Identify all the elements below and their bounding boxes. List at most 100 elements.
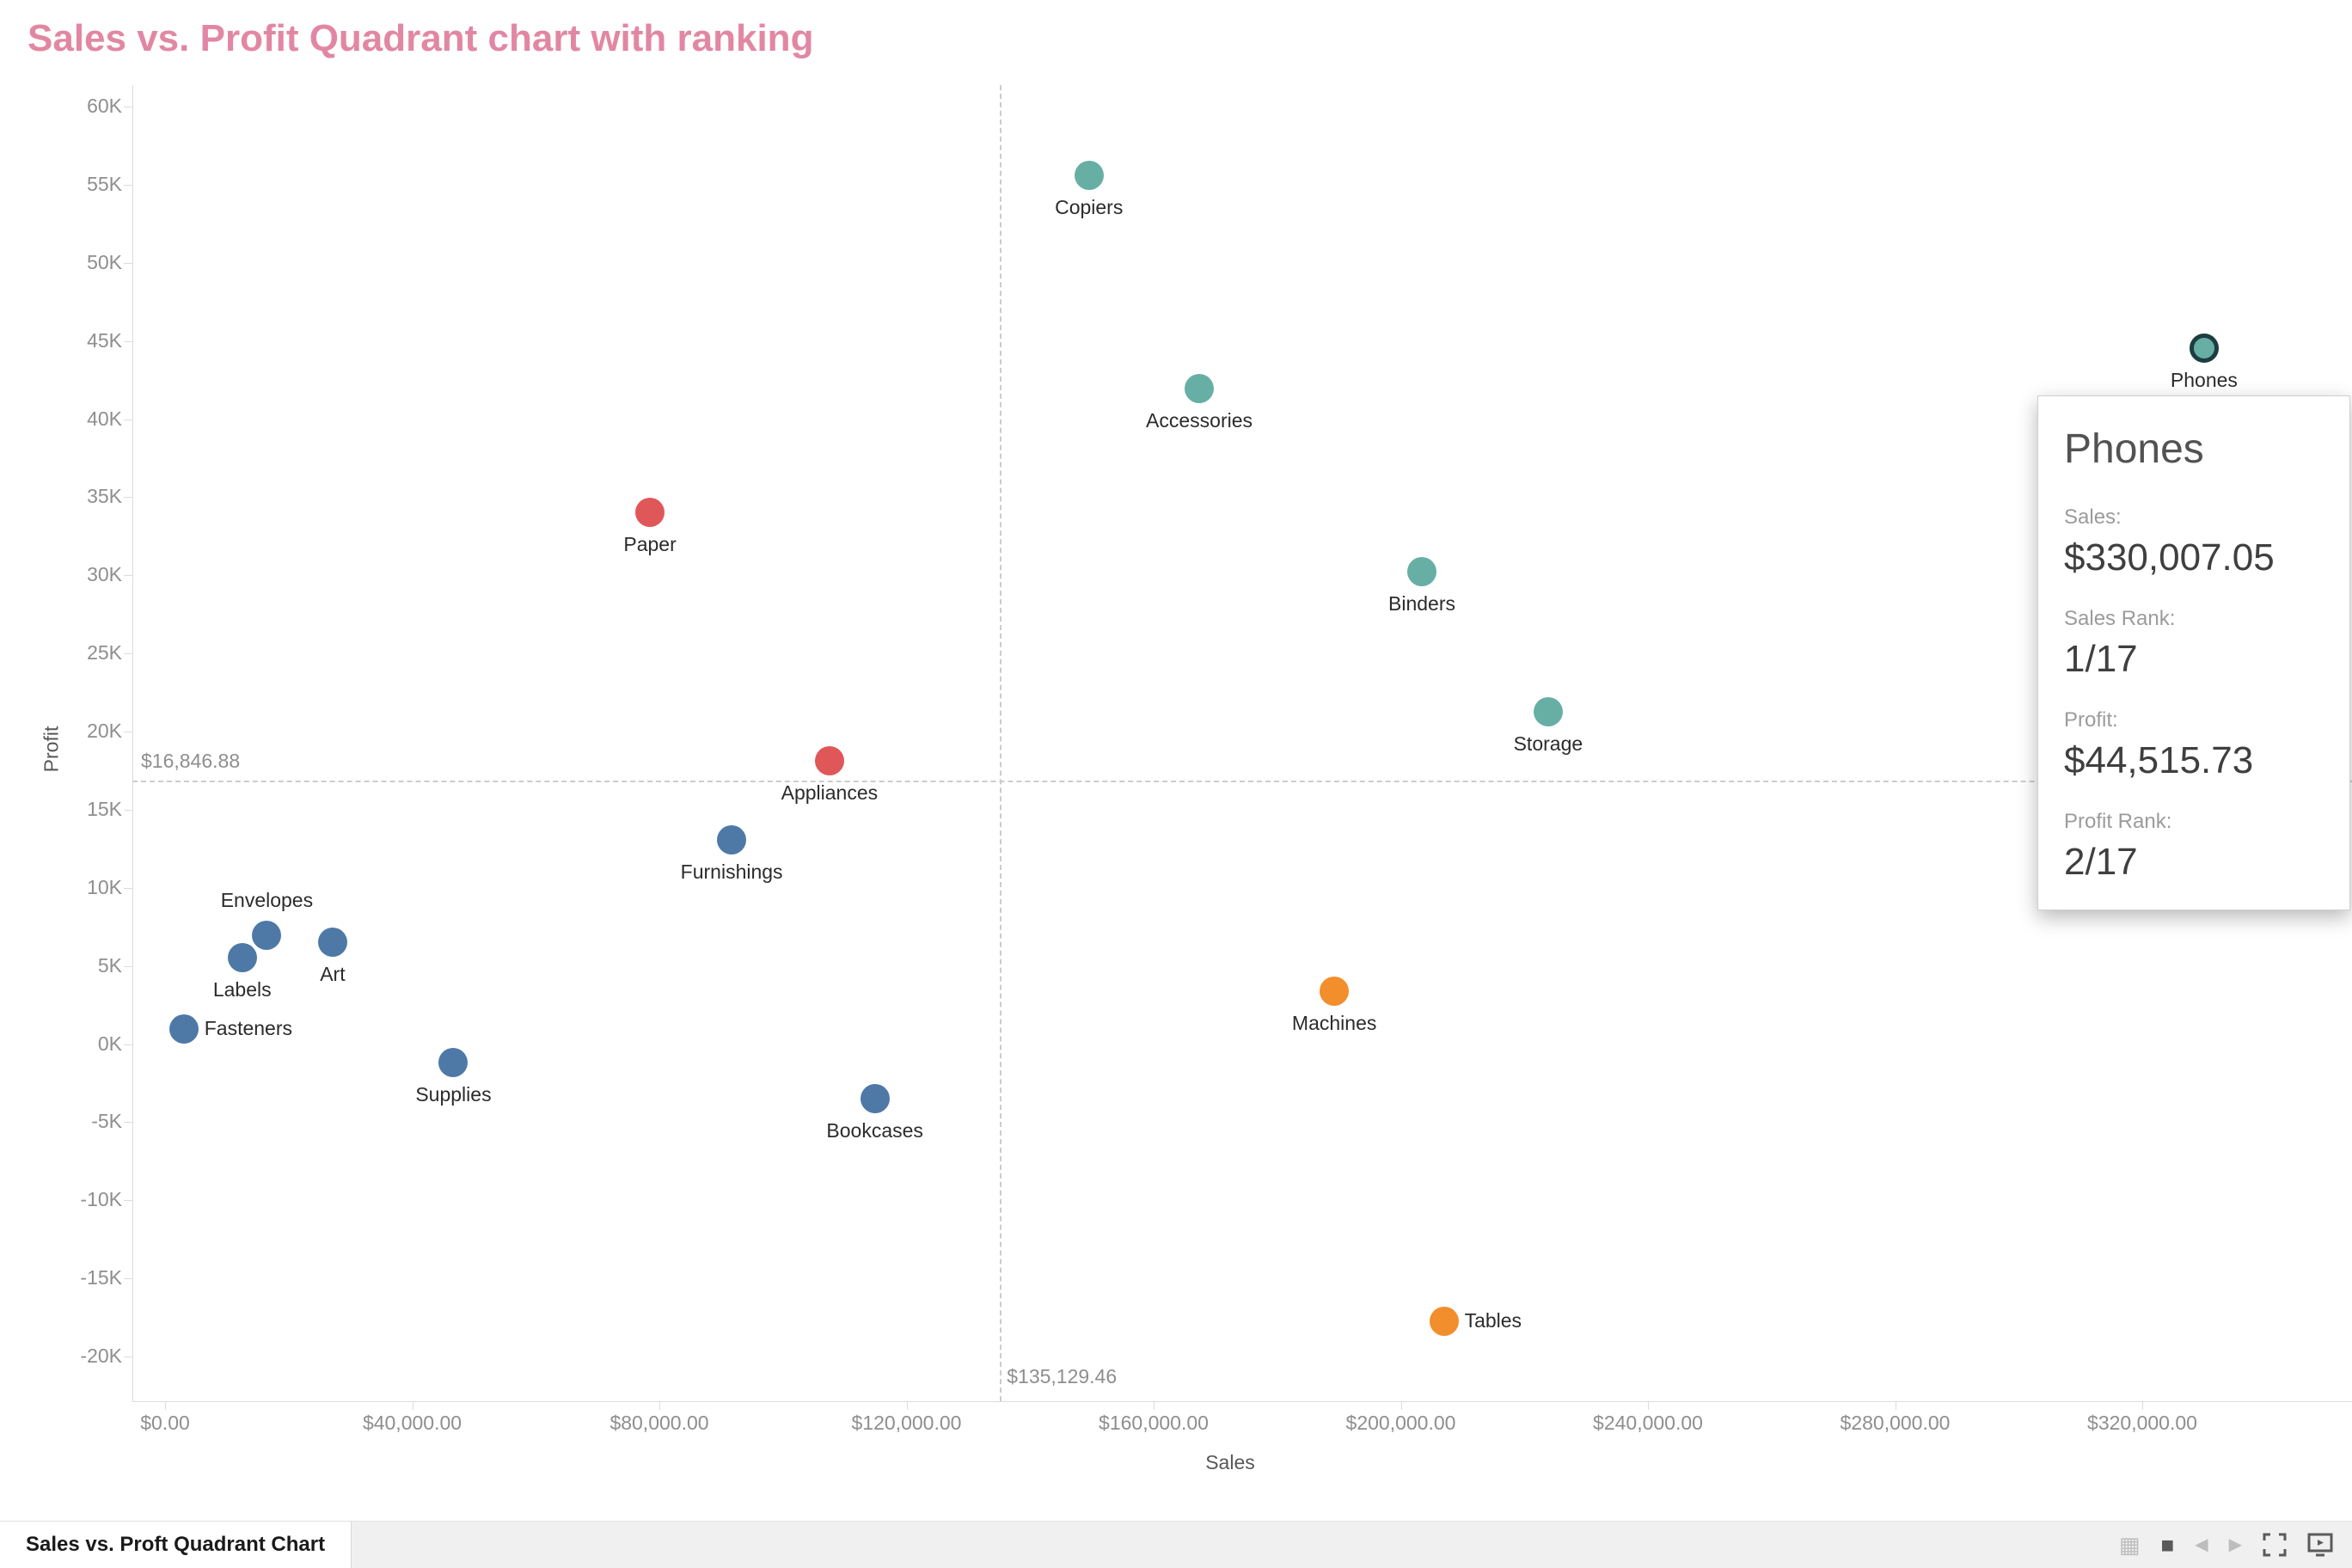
y-tick-mark: [124, 965, 132, 967]
y-tick-mark: [124, 497, 132, 499]
data-point-label: Fasteners: [204, 1017, 292, 1040]
x-tick-mark: [2142, 1401, 2143, 1410]
y-tick-mark: [124, 653, 132, 655]
x-tick-label: $320,000.00: [2087, 1412, 2197, 1434]
y-tick-label: 0K: [97, 1032, 122, 1055]
data-point-furnishings[interactable]: [717, 825, 747, 855]
page-title: Sales vs. Profit Quadrant chart with ran…: [28, 17, 814, 59]
data-point-bookcases[interactable]: [860, 1083, 890, 1113]
data-point-label: Furnishings: [680, 861, 783, 884]
quadrant-x-value-label: $135,129.46: [1007, 1365, 1118, 1387]
tooltip-row-value: 2/17: [2064, 841, 2138, 883]
x-axis-line: [132, 1401, 2352, 1402]
toolbar-icons: ▦ ■ ◀ ▶: [2119, 1522, 2333, 1568]
sheet-view-icon[interactable]: ■: [2160, 1532, 2175, 1558]
y-tick-label: 25K: [87, 641, 122, 665]
x-tick-mark: [1154, 1401, 1155, 1410]
x-tick-mark: [659, 1401, 660, 1410]
y-tick-mark: [124, 1278, 132, 1280]
x-tick-mark: [165, 1401, 166, 1410]
data-point-label: Paper: [623, 532, 677, 555]
y-tick-mark: [124, 809, 132, 811]
x-tick-label: $120,000.00: [851, 1412, 962, 1434]
data-point-label: Tables: [1464, 1308, 1522, 1332]
data-point-label: Machines: [1291, 1011, 1377, 1034]
data-point-machines[interactable]: [1320, 976, 1350, 1006]
data-point-tables[interactable]: [1429, 1306, 1459, 1336]
y-tick-label: 60K: [87, 95, 122, 117]
x-tick-mark: [906, 1401, 908, 1410]
data-point-label: Storage: [1513, 732, 1583, 755]
y-tick-label: 30K: [87, 563, 122, 586]
y-tick-mark: [124, 887, 132, 889]
data-point-label: Phones: [2170, 369, 2238, 392]
presentation-mode-icon[interactable]: [2307, 1533, 2333, 1557]
data-point-envelopes[interactable]: [252, 920, 282, 950]
scatter-plot: Profit Sales 60K 55K 50K 45K 40K 35K 30K 25K 20K…: [40, 85, 2352, 1473]
y-axis-line: [132, 85, 133, 1401]
y-tick-label: 45K: [87, 328, 122, 352]
data-point-phones[interactable]: [2189, 334, 2219, 364]
thumbnail-grid-icon[interactable]: ▦: [2118, 1532, 2141, 1558]
y-tick-label: -20K: [80, 1344, 122, 1367]
tooltip-row-label: Sales Rank:: [2064, 607, 2176, 630]
data-point-label: Art: [320, 962, 346, 985]
y-tick-label: 35K: [87, 485, 122, 508]
x-tick-mark: [1648, 1401, 1649, 1410]
data-point-accessories[interactable]: [1185, 374, 1215, 404]
y-tick-label: -10K: [80, 1188, 122, 1211]
data-point-paper[interactable]: [635, 497, 665, 527]
x-axis-title: Sales: [1205, 1451, 1255, 1473]
y-tick-mark: [124, 1044, 132, 1045]
data-point-art[interactable]: [317, 927, 347, 957]
y-tick-label: 20K: [87, 720, 122, 742]
y-tick-mark: [124, 262, 132, 264]
data-point-label: Binders: [1388, 592, 1455, 616]
y-tick-label: 55K: [87, 172, 122, 195]
sheet-tab[interactable]: Sales vs. Proft Quadrant Chart: [0, 1522, 352, 1568]
y-tick-label: 40K: [87, 407, 122, 430]
tooltip-row-value: $330,007.05: [2064, 536, 2275, 579]
next-sheet-icon[interactable]: ▶: [2228, 1535, 2242, 1554]
tooltip-row-label: Profit Rank:: [2064, 810, 2172, 833]
tooltip-row-value: $44,515.73: [2064, 739, 2254, 781]
y-tick-mark: [124, 1122, 132, 1124]
data-point-label: Accessories: [1146, 409, 1253, 432]
y-tick-mark: [124, 184, 132, 186]
data-point-appliances[interactable]: [814, 745, 844, 775]
x-tick-label: $200,000.00: [1345, 1412, 1456, 1434]
x-tick-label: $80,000.00: [609, 1412, 709, 1434]
tooltip: Phones Sales: $330,007.05 Sales Rank: 1/…: [2037, 395, 2350, 910]
quadrant-y-value-label: $16,846.88: [141, 750, 241, 773]
y-tick-mark: [124, 575, 132, 577]
data-point-fasteners[interactable]: [168, 1014, 199, 1044]
x-tick-label: $280,000.00: [1840, 1412, 1951, 1434]
x-tick-label: $0.00: [140, 1412, 190, 1434]
y-tick-label: 50K: [87, 250, 122, 273]
data-point-label: Envelopes: [220, 888, 314, 911]
x-tick-mark: [1400, 1401, 1402, 1410]
x-tick-label: $40,000.00: [362, 1412, 462, 1434]
y-tick-label: 15K: [87, 797, 122, 820]
data-point-labels[interactable]: [227, 942, 257, 972]
y-tick-label: 5K: [97, 953, 122, 977]
data-point-label: Bookcases: [826, 1118, 923, 1142]
fullscreen-icon[interactable]: [2263, 1533, 2287, 1557]
x-tick-label: $240,000.00: [1593, 1412, 1703, 1434]
data-point-supplies[interactable]: [438, 1048, 469, 1078]
y-tick-mark: [124, 1200, 132, 1202]
tooltip-row-label: Sales:: [2064, 505, 2122, 529]
bottom-tab-bar: Sales vs. Proft Quadrant Chart ▦ ■ ◀ ▶: [0, 1521, 2352, 1568]
data-point-storage[interactable]: [1533, 696, 1563, 726]
data-point-label: Copiers: [1055, 195, 1124, 218]
tooltip-title: Phones: [2064, 426, 2204, 472]
y-tick-label: -15K: [80, 1266, 122, 1289]
data-point-binders[interactable]: [1407, 557, 1437, 587]
data-point-copiers[interactable]: [1074, 160, 1104, 190]
x-tick-label: $160,000.00: [1099, 1412, 1209, 1434]
data-point-label: Supplies: [415, 1083, 492, 1106]
prev-sheet-icon[interactable]: ◀: [2195, 1535, 2208, 1554]
y-tick-label: -5K: [91, 1110, 122, 1133]
quadrant-vertical-line: [1000, 85, 1002, 1401]
quadrant-horizontal-line: [132, 781, 2352, 783]
